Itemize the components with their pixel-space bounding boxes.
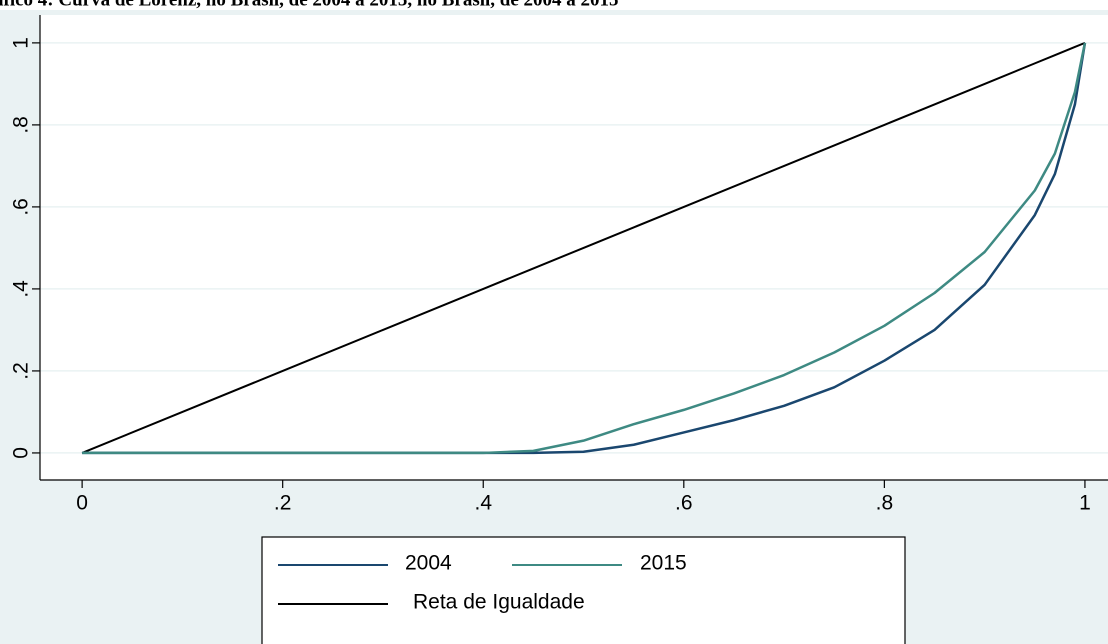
y-tick-label: 0 bbox=[10, 447, 33, 459]
legend-label: 2015 bbox=[640, 552, 687, 575]
x-tick-label: .4 bbox=[474, 492, 492, 515]
y-tick-label: .4 bbox=[10, 280, 33, 298]
x-tick-label: .8 bbox=[876, 492, 894, 515]
series-line bbox=[82, 42, 1087, 455]
legend-label: 2004 bbox=[405, 552, 452, 575]
legend-box bbox=[261, 536, 906, 644]
legend-label: Reta de Igualdade bbox=[413, 591, 585, 614]
x-tick-label: 1 bbox=[1079, 492, 1091, 515]
x-tick-label: .6 bbox=[675, 492, 693, 515]
y-tick-label: .2 bbox=[10, 362, 33, 380]
series-line bbox=[81, 41, 1086, 454]
y-tick-label: .6 bbox=[10, 198, 33, 216]
x-tick-label: 0 bbox=[76, 492, 88, 515]
chart-title: áfico 4: Curva de Lorenz, no Brasil, de … bbox=[0, 0, 619, 10]
x-tick-label: .2 bbox=[274, 492, 292, 515]
plot-area bbox=[40, 15, 1108, 480]
y-tick-label: .8 bbox=[10, 116, 33, 134]
y-tick-label: 1 bbox=[10, 37, 33, 49]
